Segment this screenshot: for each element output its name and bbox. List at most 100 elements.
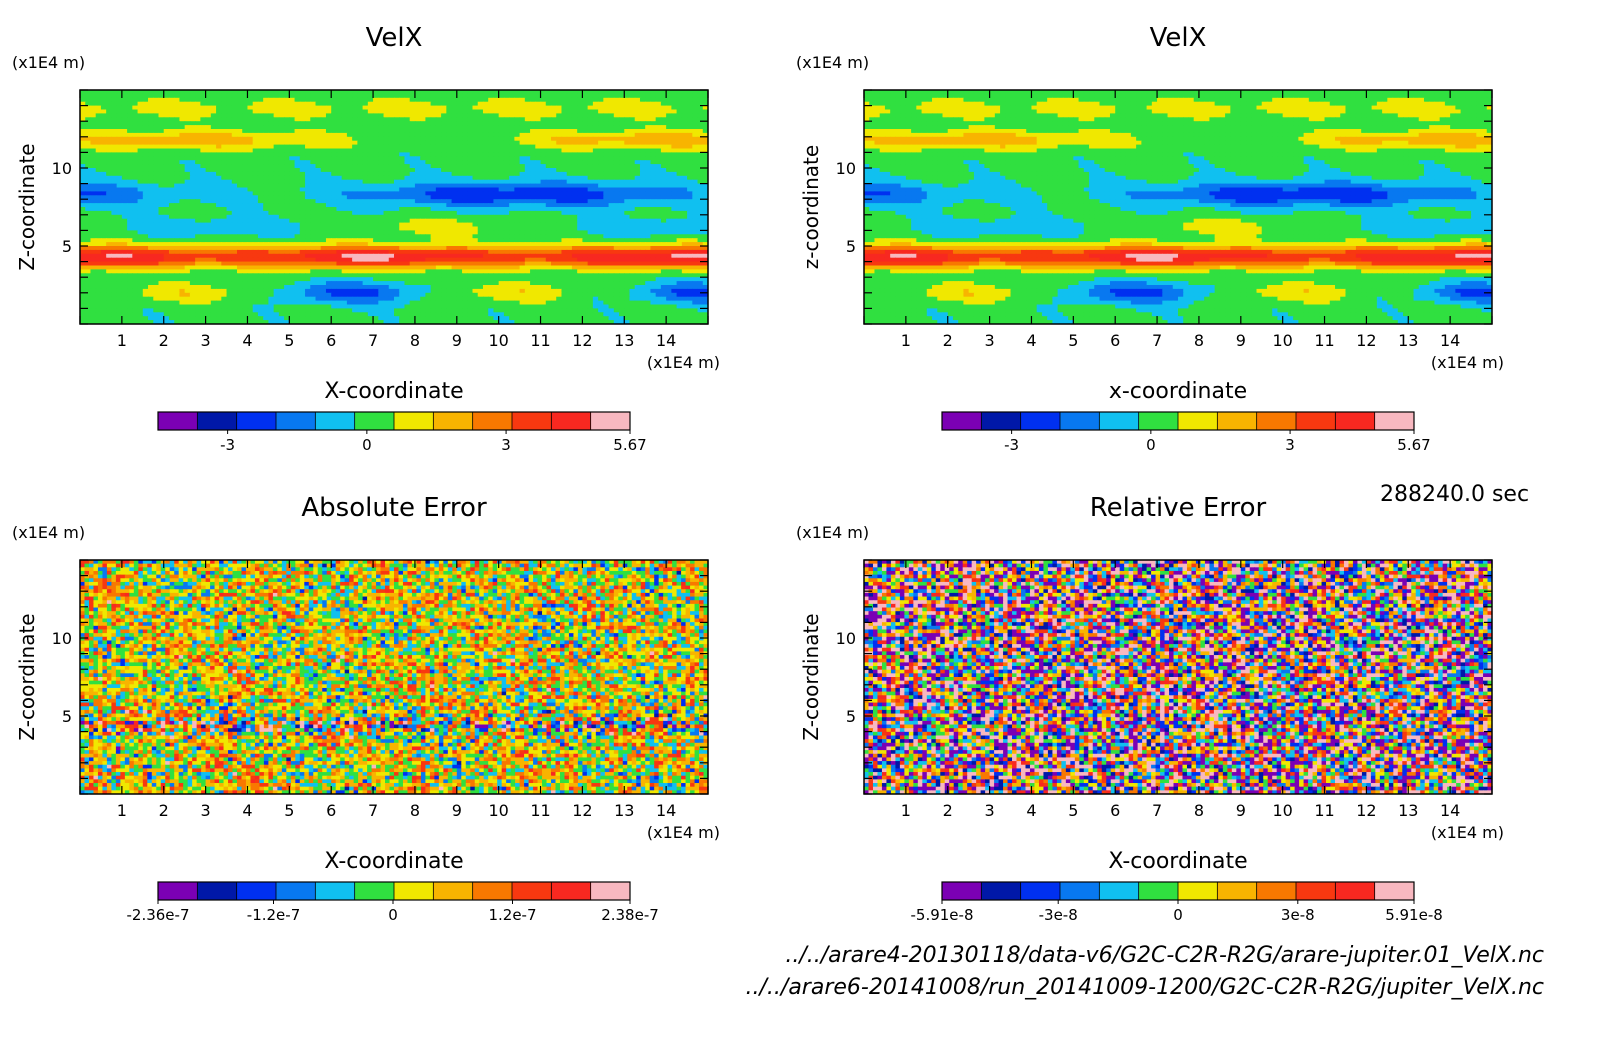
x-tick-label: 14 [1440,801,1460,820]
x-tick-label: 11 [1314,801,1334,820]
colorbar-tick-label: 5.91e-8 [1385,906,1443,924]
colorbar-segment [981,412,1022,430]
colorbar-segment [197,412,238,430]
colorbar-segment [236,412,277,430]
colorbar-segment [1138,882,1179,900]
x-tick-label: 6 [326,331,336,350]
x-tick-label: 4 [1026,801,1036,820]
colorbar-tick-label: 5.67 [613,436,646,454]
x-tick-label: 3 [201,331,211,350]
plot-frame [863,89,1493,325]
colorbar-segment [1217,412,1258,430]
x-tick-label: 1 [901,331,911,350]
colorbar-segment [1296,412,1336,430]
colorbar-tick-label: 1.2e-7 [488,906,536,924]
y-axis-label: z-coordinate [799,145,823,269]
colorbar-segment [433,882,474,900]
x-tick-label: 7 [368,801,378,820]
time-label: 288240.0 sec [1380,482,1529,507]
x-tick-label: 14 [1440,331,1460,350]
colorbar-segment [276,882,316,900]
y-axis-label: Z-coordinate [15,143,39,270]
x-tick-label: 2 [943,801,953,820]
file-path-1: ../../arare4-20130118/data-v6/G2C-C2R-R2… [785,943,1544,968]
colorbar-segment [1178,882,1218,900]
colorbar-segment [354,412,395,430]
plot-area-1 [864,90,1492,324]
y-tick-label: 5 [62,707,72,726]
x-tick-label: 4 [242,801,252,820]
x-tick-label: 6 [1110,801,1120,820]
x-unit-label: (x1E4 m) [1431,353,1504,372]
colorbar-segment [981,882,1022,900]
colorbar-segment [551,882,592,900]
colorbar-segment [472,412,513,430]
x-tick-label: 10 [1272,801,1292,820]
y-unit-label: (x1E4 m) [12,523,85,542]
colorbar-tick-label: -2.36e-7 [127,906,190,924]
colorbar-frame [157,881,631,901]
y-axis-label: Z-coordinate [15,613,39,740]
x-tick-label: 2 [159,801,169,820]
y-tick-label: 10 [836,159,856,178]
x-tick-label: 2 [159,331,169,350]
colorbar-tick-label: -3 [1004,436,1019,454]
colorbar-segment [354,882,395,900]
x-tick-label: 3 [985,801,995,820]
colorbar-tick-label: -5.91e-8 [911,906,974,924]
colorbar-segment [1374,882,1415,900]
colorbar-segment [1256,412,1297,430]
x-tick-label: 9 [1236,331,1246,350]
colorbar-segment [1020,412,1061,430]
x-tick-label: 5 [1068,801,1078,820]
plot-frame [79,89,709,325]
colorbar-segment [315,412,356,430]
colorbar-tick-label: 3 [501,436,511,454]
colorbar-segment [551,412,592,430]
x-tick-label: 4 [1026,331,1036,350]
colorbar-segment [276,412,316,430]
x-tick-label: 7 [368,331,378,350]
x-tick-label: 4 [242,331,252,350]
y-axis-label: Z-coordinate [799,613,823,740]
colorbar-segment [512,412,552,430]
colorbar-segment [1335,882,1376,900]
colorbar-segment [472,882,513,900]
y-tick-label: 5 [62,237,72,256]
colorbar-segment [1060,412,1100,430]
colorbar-segment [1296,882,1336,900]
plot-frame [79,559,709,795]
x-tick-label: 8 [410,331,420,350]
colorbar-frame [157,411,631,431]
x-tick-label: 6 [326,801,336,820]
colorbar-segment [197,882,238,900]
x-tick-label: 13 [614,801,634,820]
colorbar-segment [590,882,631,900]
chart-title: VelX [366,23,423,53]
x-tick-label: 12 [572,331,592,350]
x-tick-label: 5 [1068,331,1078,350]
colorbar-segment [433,412,474,430]
x-tick-label: 10 [488,331,508,350]
colorbar-tick-label: -3e-8 [1039,906,1078,924]
x-unit-label: (x1E4 m) [1431,823,1504,842]
colorbar-segment [1217,882,1258,900]
colorbar-segment [1178,412,1218,430]
colorbar-segment [1374,412,1415,430]
colorbar-segment [1020,882,1061,900]
colorbar-segment [512,882,552,900]
x-tick-label: 13 [1398,331,1418,350]
x-tick-label: 11 [530,331,550,350]
x-tick-label: 9 [1236,801,1246,820]
x-tick-label: 7 [1152,331,1162,350]
x-unit-label: (x1E4 m) [647,823,720,842]
colorbar-segment [1060,882,1100,900]
x-axis-label: X-coordinate [324,379,463,404]
chart-title: Absolute Error [301,493,487,523]
x-tick-label: 10 [488,801,508,820]
